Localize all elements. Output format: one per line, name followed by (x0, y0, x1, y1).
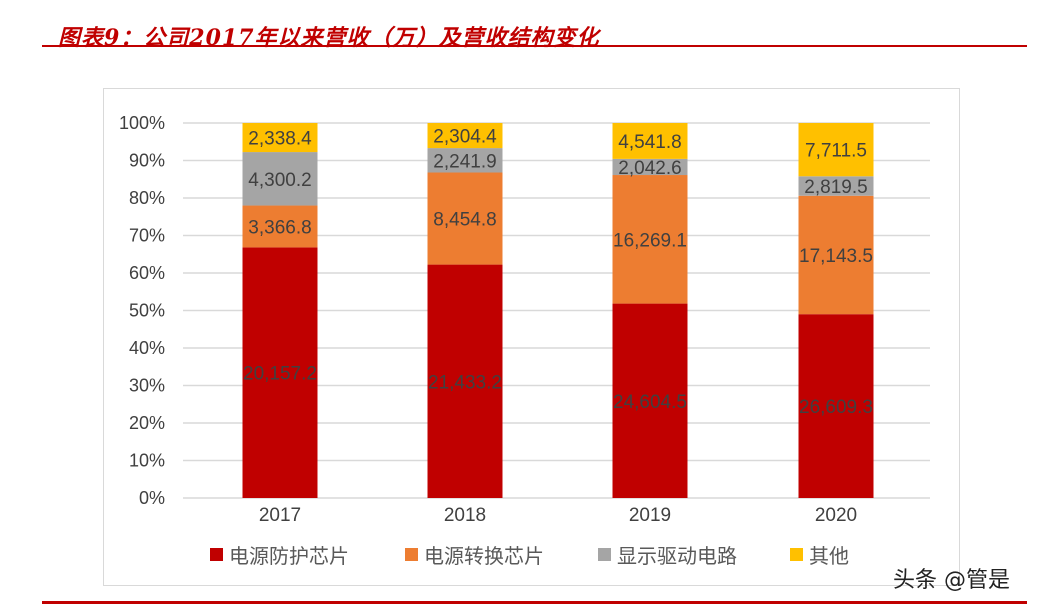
data-label: 2,338.4 (248, 129, 312, 150)
legend-label: 电源防护芯片 (229, 544, 349, 568)
legend-swatch (598, 548, 611, 561)
bottom-divider (42, 601, 1027, 604)
bar-segment (427, 123, 503, 149)
data-label: 21,433.2 (428, 372, 502, 393)
y-tick-label: 70% (129, 226, 165, 246)
chart-frame (103, 88, 960, 586)
data-label: 4,541.8 (618, 132, 681, 153)
legend-swatch (210, 548, 223, 561)
legend-swatch (405, 548, 418, 561)
x-tick-label: 2020 (815, 505, 857, 526)
data-label: 17,143.5 (799, 246, 873, 267)
data-label: 2,241.9 (433, 151, 496, 172)
data-label: 24,604.5 (613, 392, 687, 413)
bar-segment (612, 175, 688, 304)
data-label: 3,366.8 (248, 217, 311, 238)
data-label: 16,269.1 (613, 230, 687, 251)
bar-segment (427, 148, 503, 173)
legend-swatch (790, 548, 803, 561)
y-tick-label: 100% (119, 113, 165, 133)
data-label: 8,454.8 (433, 210, 496, 231)
bar-segment (612, 158, 688, 176)
y-tick-label: 20% (129, 413, 165, 433)
data-label: 4,300.2 (248, 170, 311, 191)
x-tick-label: 2017 (259, 505, 301, 526)
bar-segment (798, 314, 874, 498)
y-tick-label: 80% (129, 188, 165, 208)
data-label: 7,711.5 (805, 141, 867, 162)
y-tick-label: 90% (129, 151, 165, 171)
legend-label: 电源转换芯片 (424, 544, 544, 568)
x-tick-label: 2018 (444, 505, 486, 526)
bar-segment (798, 176, 874, 196)
legend-label: 其他 (809, 544, 849, 568)
data-label: 2,304.4 (433, 127, 497, 148)
data-label: 26,609.3 (799, 397, 873, 418)
y-tick-label: 0% (139, 488, 165, 508)
y-tick-label: 10% (129, 451, 165, 471)
watermark: 头条 @管是 (893, 568, 1010, 593)
bar-segment (798, 195, 874, 315)
data-label: 20,157.2 (243, 364, 317, 385)
title-divider (42, 45, 1027, 47)
bar-segment (427, 264, 503, 498)
bar-segment (242, 152, 318, 206)
bar-segment (242, 205, 318, 248)
data-label: 2,819.5 (804, 177, 867, 198)
bar-segment (242, 123, 318, 153)
y-tick-label: 50% (129, 301, 165, 321)
legend-label: 显示驱动电路 (617, 544, 737, 568)
bar-segment (798, 123, 874, 177)
x-tick-label: 2019 (629, 505, 671, 526)
bar-segment (242, 247, 318, 498)
y-tick-label: 30% (129, 376, 165, 396)
y-tick-label: 40% (129, 338, 165, 358)
bar-segment (427, 172, 503, 265)
bar-segment (612, 123, 688, 159)
bar-segment (612, 303, 688, 498)
y-tick-label: 60% (129, 263, 165, 283)
data-label: 2,042.6 (618, 158, 681, 179)
